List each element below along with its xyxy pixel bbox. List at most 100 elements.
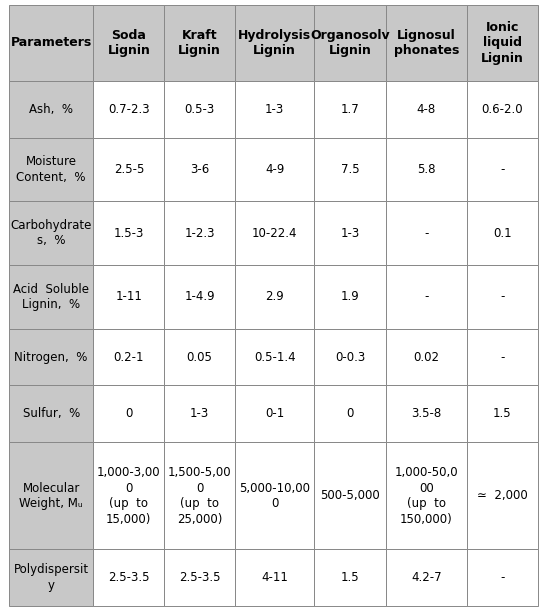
Text: Kraft
Lignin: Kraft Lignin: [178, 29, 221, 57]
Bar: [386, 265, 467, 329]
Text: 1,000-3,00
0
(up  to
15,000): 1,000-3,00 0 (up to 15,000): [97, 466, 161, 525]
Text: 10-22.4: 10-22.4: [252, 227, 298, 240]
Text: 1-4.9: 1-4.9: [185, 290, 215, 303]
Text: 0.1: 0.1: [493, 227, 512, 240]
Text: 0.05: 0.05: [187, 351, 213, 364]
Text: Nitrogen,  %: Nitrogen, %: [15, 351, 88, 364]
Text: 7.5: 7.5: [341, 163, 359, 176]
Text: 2.9: 2.9: [265, 290, 284, 303]
Bar: [165, 442, 235, 549]
Text: 4-11: 4-11: [261, 571, 288, 584]
Bar: [467, 265, 538, 329]
Bar: [9, 386, 93, 442]
Bar: [314, 137, 386, 202]
Bar: [314, 81, 386, 137]
Bar: [314, 329, 386, 386]
Bar: [165, 549, 235, 606]
Text: 0-0.3: 0-0.3: [335, 351, 365, 364]
Text: Polydispersit
y: Polydispersit y: [14, 563, 89, 592]
Text: Parameters: Parameters: [10, 37, 92, 49]
Text: 1.5: 1.5: [493, 408, 512, 420]
Text: 1-11: 1-11: [116, 290, 142, 303]
Bar: [93, 549, 165, 606]
Bar: [386, 329, 467, 386]
Text: 1.9: 1.9: [341, 290, 359, 303]
Text: Moisture
Content,  %: Moisture Content, %: [16, 155, 86, 184]
Bar: [9, 202, 93, 265]
Bar: [235, 549, 314, 606]
Bar: [467, 5, 538, 81]
Text: 0.5-1.4: 0.5-1.4: [254, 351, 295, 364]
Text: 2.5-3.5: 2.5-3.5: [108, 571, 149, 584]
Text: 0.2-1: 0.2-1: [113, 351, 144, 364]
Bar: [467, 202, 538, 265]
Bar: [235, 329, 314, 386]
Text: 4-9: 4-9: [265, 163, 285, 176]
Text: 1-2.3: 1-2.3: [185, 227, 215, 240]
Bar: [93, 81, 165, 137]
Bar: [93, 5, 165, 81]
Bar: [165, 202, 235, 265]
Bar: [9, 329, 93, 386]
Bar: [165, 137, 235, 202]
Text: Carbohydrate
s,  %: Carbohydrate s, %: [10, 219, 92, 247]
Text: 0.5-3: 0.5-3: [185, 103, 215, 116]
Bar: [165, 5, 235, 81]
Bar: [235, 442, 314, 549]
Text: 0.7-2.3: 0.7-2.3: [108, 103, 150, 116]
Bar: [93, 386, 165, 442]
Text: -: -: [424, 227, 428, 240]
Bar: [235, 137, 314, 202]
Text: 1.7: 1.7: [341, 103, 359, 116]
Bar: [9, 137, 93, 202]
Text: 3-6: 3-6: [190, 163, 209, 176]
Bar: [93, 329, 165, 386]
Text: 1.5: 1.5: [341, 571, 359, 584]
Bar: [314, 202, 386, 265]
Text: 2.5-3.5: 2.5-3.5: [179, 571, 220, 584]
Bar: [314, 549, 386, 606]
Text: 0.6-2.0: 0.6-2.0: [481, 103, 523, 116]
Bar: [9, 81, 93, 137]
Text: 1-3: 1-3: [190, 408, 209, 420]
Bar: [467, 549, 538, 606]
Bar: [386, 5, 467, 81]
Bar: [93, 442, 165, 549]
Bar: [235, 81, 314, 137]
Bar: [93, 265, 165, 329]
Bar: [386, 386, 467, 442]
Text: 0: 0: [346, 408, 354, 420]
Bar: [467, 329, 538, 386]
Text: Ionic
liquid
Lignin: Ionic liquid Lignin: [481, 21, 523, 65]
Bar: [9, 265, 93, 329]
Text: Ash,  %: Ash, %: [29, 103, 73, 116]
Bar: [235, 5, 314, 81]
Bar: [314, 386, 386, 442]
Text: Soda
Lignin: Soda Lignin: [108, 29, 150, 57]
Bar: [386, 442, 467, 549]
Text: Organosolv
Lignin: Organosolv Lignin: [310, 29, 390, 57]
Text: 4-8: 4-8: [417, 103, 436, 116]
Bar: [386, 137, 467, 202]
Text: 1-3: 1-3: [265, 103, 284, 116]
Bar: [467, 442, 538, 549]
Bar: [314, 5, 386, 81]
Text: 2.5-5: 2.5-5: [113, 163, 144, 176]
Text: Lignosul
phonates: Lignosul phonates: [394, 29, 459, 57]
Bar: [9, 549, 93, 606]
Text: 500-5,000: 500-5,000: [320, 489, 380, 502]
Text: Hydrolysis
Lignin: Hydrolysis Lignin: [238, 29, 311, 57]
Text: 0.02: 0.02: [413, 351, 439, 364]
Text: -: -: [500, 290, 504, 303]
Bar: [165, 265, 235, 329]
Text: ≃  2,000: ≃ 2,000: [477, 489, 528, 502]
Bar: [235, 265, 314, 329]
Text: Acid  Soluble
Lignin,  %: Acid Soluble Lignin, %: [13, 283, 89, 311]
Text: 0-1: 0-1: [265, 408, 284, 420]
Text: -: -: [500, 571, 504, 584]
Bar: [93, 137, 165, 202]
Text: 5,000-10,00
0: 5,000-10,00 0: [239, 481, 310, 510]
Bar: [386, 549, 467, 606]
Text: Sulfur,  %: Sulfur, %: [23, 408, 80, 420]
Text: -: -: [500, 351, 504, 364]
